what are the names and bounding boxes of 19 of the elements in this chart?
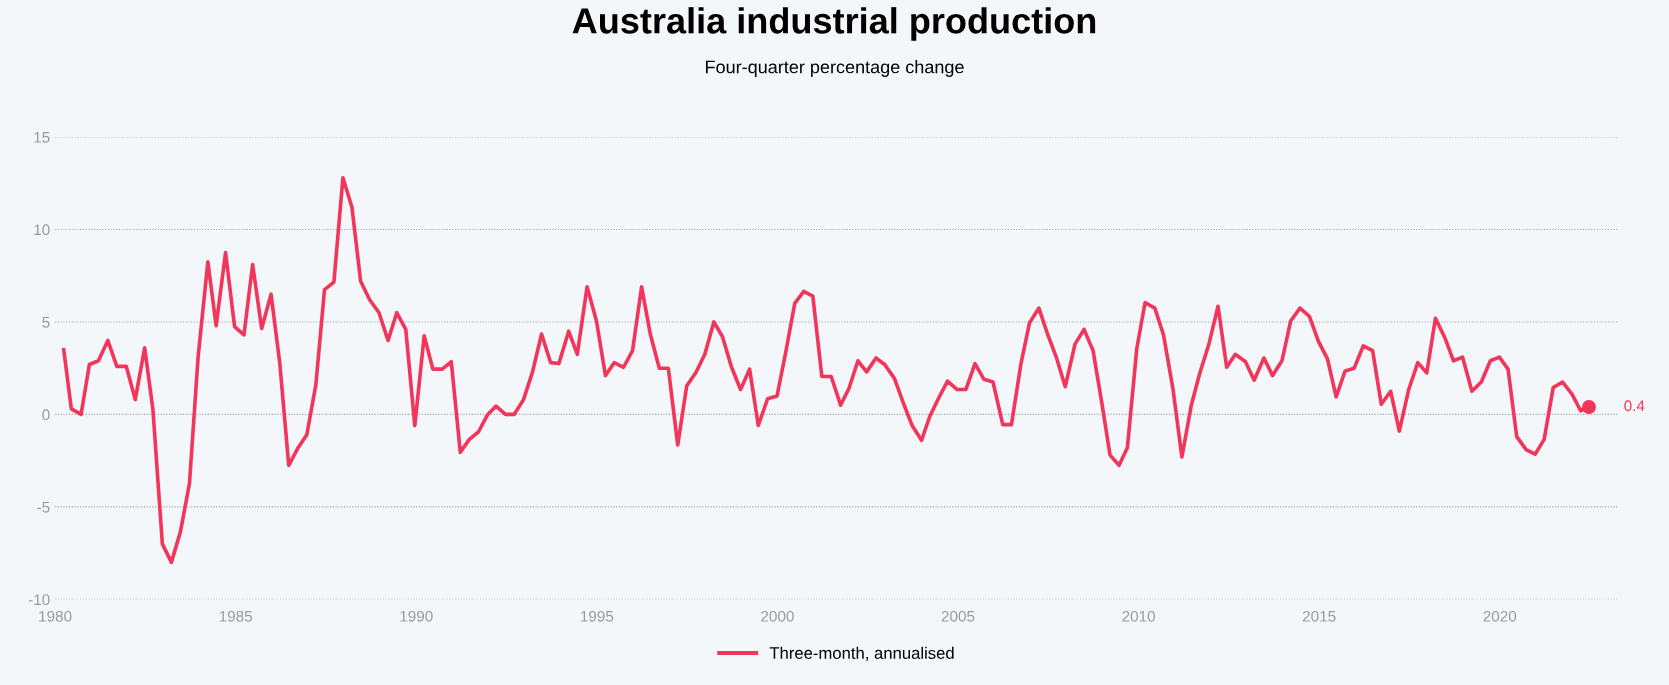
y-tick-label: 0 [42,409,50,421]
annotation: 0.4 [1624,400,1645,412]
y-tick-label: -5 [37,501,50,513]
x-tick-label: 2005 [941,610,975,622]
y-tick-label: 15 [34,132,50,143]
x-tick-label: 2020 [1483,610,1517,622]
chart-title: Australia industrial production [572,7,1096,41]
x-tick-label: 2010 [1122,610,1155,622]
x-tick-label: 2015 [1302,610,1336,622]
x-tick-label: 1980 [39,610,72,622]
x-tick-label: 1995 [581,610,614,622]
chart-subtitle: Four-quarter percentage change [706,60,964,77]
x-tick-label: 1990 [400,610,433,622]
x-tick-label: 1985 [219,610,253,622]
x-tick-label: 2000 [761,610,794,622]
y-tick-label: 5 [42,316,50,328]
legend-label: Three-month, annualised [769,646,954,661]
y-tick-label: -10 [28,594,50,606]
y-tick-label: 10 [34,224,50,236]
